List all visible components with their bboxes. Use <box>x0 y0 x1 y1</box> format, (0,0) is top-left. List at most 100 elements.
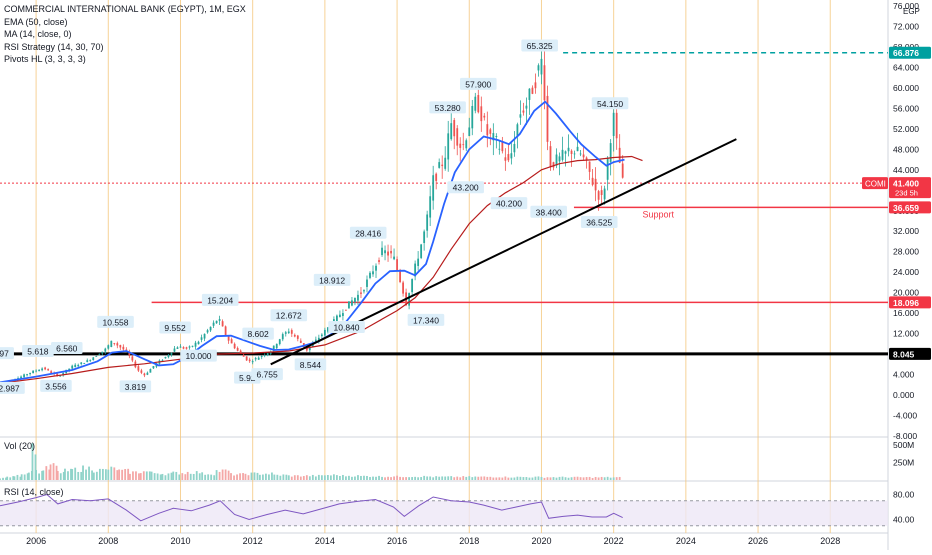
volume-bar <box>477 476 480 480</box>
candle-body <box>507 154 510 161</box>
candle-body <box>26 374 28 376</box>
chart-title: COMMERCIAL INTERNATIONAL BANK (EGYPT), 1… <box>4 4 246 14</box>
candle-body <box>236 347 239 351</box>
volume-bar <box>546 477 549 480</box>
candle-body <box>336 315 338 323</box>
volume-bar <box>320 475 323 480</box>
volume-bar <box>5 477 7 480</box>
volume-bar <box>101 468 104 480</box>
volume-bar <box>104 469 107 480</box>
volume-bar <box>465 476 468 480</box>
candle-body <box>107 345 110 349</box>
volume-bar <box>293 475 296 480</box>
candle-body <box>323 329 326 336</box>
candle-body <box>188 346 191 348</box>
volume-bar <box>423 475 426 480</box>
pivot-label: 5.92 <box>239 373 256 383</box>
indicator-ma[interactable]: MA (14, close, 0) <box>4 29 72 39</box>
candle-body <box>429 196 432 218</box>
candle-body <box>197 341 200 345</box>
candle-body <box>549 146 552 168</box>
volume-bar <box>567 477 570 480</box>
candle-body <box>426 214 429 231</box>
level-8-price-badge: 8.045 <box>893 349 915 359</box>
pivot-label: 3.697 <box>0 349 9 359</box>
volume-bar <box>489 476 492 480</box>
volume-bar <box>285 474 288 480</box>
volume-bar <box>432 477 435 480</box>
indicator-pivots[interactable]: Pivots HL (3, 3, 3, 3) <box>4 54 86 64</box>
candle-body <box>224 326 227 336</box>
candle-body <box>89 359 92 361</box>
volume-pane-label[interactable]: Vol (20) <box>4 441 36 451</box>
pivot-label-bg <box>591 97 629 110</box>
candle-body <box>80 362 83 364</box>
candle-body <box>609 143 612 162</box>
volume-bar <box>282 474 285 480</box>
candle-body <box>203 333 206 339</box>
candle-body <box>513 143 516 153</box>
rsi-line <box>0 493 623 522</box>
candles-group <box>0 47 624 384</box>
support-price-badge: 36.659 <box>893 203 919 213</box>
volume-bar <box>247 475 250 480</box>
volume-bar <box>145 471 148 480</box>
y-tick-label: 24.000 <box>893 267 919 277</box>
volume-bar <box>64 468 66 480</box>
volume-bar <box>519 476 522 480</box>
candle-body <box>357 294 359 301</box>
volume-bar <box>552 477 555 480</box>
volume-bar <box>42 470 45 480</box>
volume-bar <box>159 474 162 480</box>
y-tick-label: 64.000 <box>893 62 919 72</box>
rsi-pane-label[interactable]: RSI (14, close) <box>4 487 64 497</box>
volume-bar <box>426 476 429 480</box>
indicator-ema[interactable]: EMA (50, close) <box>4 16 68 27</box>
candle-body <box>233 343 236 349</box>
candle-body <box>122 346 125 350</box>
volume-bar <box>459 477 462 480</box>
x-tick-label: 2006 <box>26 536 46 546</box>
volume-bar <box>127 468 130 480</box>
candle-body <box>257 357 260 360</box>
volume-bar <box>399 476 401 480</box>
pivot-label: 10.558 <box>103 317 129 327</box>
volume-bar <box>582 477 585 480</box>
candle-body <box>212 322 215 326</box>
y-tick-label: 20.000 <box>893 288 919 298</box>
volume-bar <box>435 476 438 480</box>
pivot-label: 43.200 <box>453 183 479 193</box>
candle-body <box>582 154 585 158</box>
candle-body <box>396 259 398 271</box>
volume-bar <box>474 476 477 480</box>
x-tick-label: 2012 <box>243 536 263 546</box>
candle-body <box>459 143 462 148</box>
candle-body <box>477 95 480 113</box>
candle-body <box>125 349 128 351</box>
volume-bar <box>351 476 353 480</box>
y-tick-label: 56.000 <box>893 103 919 113</box>
volume-bar <box>363 475 365 480</box>
volume-bar <box>74 467 77 480</box>
volume-bar <box>242 473 244 480</box>
candle-body <box>564 151 567 154</box>
pivot-label-bg <box>313 273 351 286</box>
candle-body <box>420 244 423 258</box>
indicator-rsi-strategy[interactable]: RSI Strategy (14, 30, 70) <box>4 41 104 52</box>
volume-bar <box>80 471 83 480</box>
volume-bar <box>402 477 404 480</box>
volume-bar <box>603 477 606 480</box>
volume-bar <box>41 470 44 480</box>
volume-bar <box>70 468 72 480</box>
candle-body <box>462 144 465 146</box>
volume-bar <box>31 443 34 480</box>
volume-bar <box>13 476 16 480</box>
pivot-label: 3.819 <box>125 382 147 392</box>
x-tick-label: 2014 <box>315 536 335 546</box>
volume-bar <box>414 476 417 480</box>
volume-bar <box>88 466 90 480</box>
volume-bar <box>167 473 170 480</box>
pivot-label: 8.544 <box>300 360 322 370</box>
volume-bar <box>540 476 543 480</box>
